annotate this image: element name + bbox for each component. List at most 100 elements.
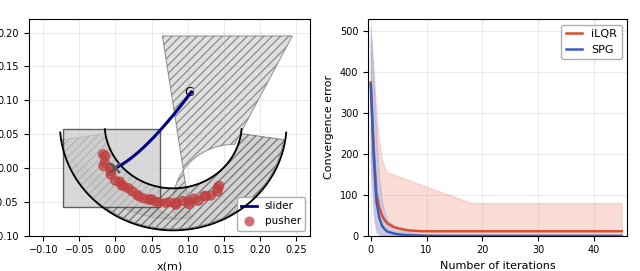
SPG: [584, 234, 592, 237]
SPG: [506, 234, 514, 237]
Circle shape: [99, 150, 108, 159]
Legend: iLQR, SPG: iLQR, SPG: [561, 25, 621, 59]
Circle shape: [106, 164, 116, 173]
iLQR: [473, 230, 481, 233]
iLQR: [540, 230, 547, 233]
iLQR: [573, 230, 581, 233]
iLQR: [518, 230, 525, 233]
iLQR: [467, 230, 475, 233]
iLQR: [595, 230, 603, 233]
SPG: [406, 234, 413, 237]
Circle shape: [171, 200, 180, 209]
Circle shape: [194, 196, 203, 205]
Circle shape: [99, 162, 108, 170]
iLQR: [401, 228, 408, 231]
Circle shape: [151, 197, 160, 206]
iLQR: [461, 230, 469, 233]
SPG: [568, 234, 575, 237]
Line: iLQR: iLQR: [371, 82, 621, 231]
iLQR: [395, 227, 403, 230]
Y-axis label: Convergence error: Convergence error: [324, 75, 334, 179]
SPG: [370, 152, 378, 156]
iLQR: [428, 230, 436, 233]
Circle shape: [154, 198, 163, 207]
X-axis label: Number of iterations: Number of iterations: [440, 261, 556, 271]
iLQR: [618, 230, 625, 233]
iLQR: [529, 230, 536, 233]
iLQR: [568, 230, 575, 233]
iLQR: [412, 229, 419, 233]
iLQR: [451, 230, 458, 233]
Circle shape: [100, 152, 110, 160]
SPG: [484, 234, 492, 237]
iLQR: [551, 230, 559, 233]
SPG: [573, 234, 581, 237]
SPG: [440, 234, 447, 237]
SPG: [607, 234, 614, 237]
iLQR: [512, 230, 520, 233]
iLQR: [495, 230, 503, 233]
Circle shape: [201, 191, 211, 200]
SPG: [456, 234, 464, 237]
Circle shape: [212, 187, 222, 196]
SPG: [529, 234, 536, 237]
SPG: [523, 234, 531, 237]
SPG: [490, 234, 497, 237]
SPG: [467, 234, 475, 237]
Circle shape: [206, 191, 216, 200]
SPG: [595, 234, 603, 237]
iLQR: [545, 230, 553, 233]
iLQR: [422, 230, 430, 233]
Circle shape: [119, 182, 128, 191]
SPG: [518, 234, 525, 237]
iLQR: [406, 229, 413, 232]
SPG: [579, 234, 586, 237]
X-axis label: x(m): x(m): [156, 261, 183, 271]
iLQR: [370, 144, 378, 147]
iLQR: [534, 230, 542, 233]
SPG: [434, 234, 442, 237]
SPG: [367, 83, 374, 86]
Circle shape: [184, 197, 194, 206]
iLQR: [375, 205, 383, 209]
SPG: [428, 234, 436, 237]
Circle shape: [147, 195, 156, 204]
SPG: [389, 232, 397, 235]
Circle shape: [124, 184, 133, 192]
iLQR: [378, 214, 386, 217]
SPG: [445, 234, 452, 237]
Polygon shape: [63, 134, 284, 229]
SPG: [562, 234, 570, 237]
iLQR: [389, 225, 397, 228]
SPG: [381, 228, 388, 231]
SPG: [401, 233, 408, 237]
iLQR: [383, 222, 391, 225]
Circle shape: [189, 194, 198, 203]
SPG: [479, 234, 486, 237]
SPG: [383, 230, 391, 233]
Circle shape: [135, 192, 145, 201]
SPG: [461, 234, 469, 237]
iLQR: [417, 230, 425, 233]
Circle shape: [140, 194, 149, 203]
SPG: [601, 234, 609, 237]
SPG: [590, 234, 598, 237]
SPG: [612, 234, 620, 237]
SPG: [618, 234, 625, 237]
Circle shape: [164, 198, 174, 207]
iLQR: [523, 230, 531, 233]
Circle shape: [106, 167, 115, 176]
Circle shape: [100, 158, 109, 167]
SPG: [378, 224, 386, 227]
Legend: slider, pusher: slider, pusher: [237, 197, 305, 231]
SPG: [473, 234, 481, 237]
Circle shape: [117, 180, 126, 189]
SPG: [500, 234, 508, 237]
Polygon shape: [74, 36, 292, 220]
SPG: [375, 216, 383, 219]
iLQR: [479, 230, 486, 233]
Circle shape: [172, 199, 181, 207]
iLQR: [506, 230, 514, 233]
Circle shape: [161, 199, 170, 207]
iLQR: [381, 219, 388, 222]
